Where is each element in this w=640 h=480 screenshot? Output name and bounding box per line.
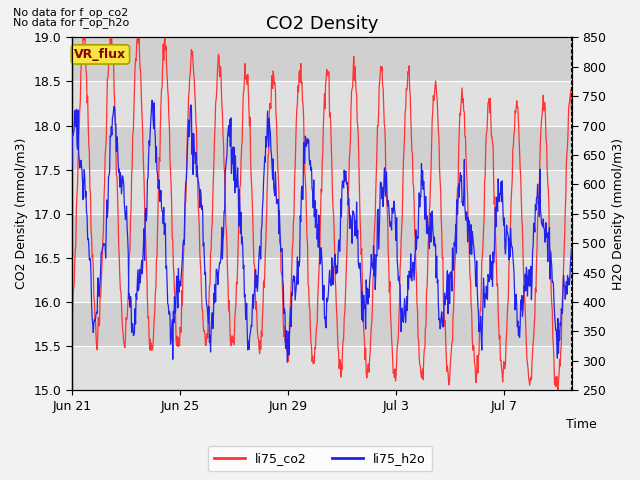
Bar bbox=[72, 346, 572, 390]
Bar bbox=[72, 37, 572, 82]
Text: No data for f_op_co2: No data for f_op_co2 bbox=[13, 7, 128, 18]
Title: CO2 Density: CO2 Density bbox=[266, 15, 378, 33]
Bar bbox=[72, 214, 572, 258]
Bar bbox=[72, 126, 572, 169]
Bar bbox=[72, 169, 572, 214]
Y-axis label: H2O Density (mmol/m3): H2O Density (mmol/m3) bbox=[612, 138, 625, 290]
Bar bbox=[72, 258, 572, 302]
Bar bbox=[72, 82, 572, 126]
Text: No data for f_op_h2o: No data for f_op_h2o bbox=[13, 17, 129, 28]
X-axis label: Time: Time bbox=[566, 419, 597, 432]
Legend: li75_co2, li75_h2o: li75_co2, li75_h2o bbox=[208, 446, 432, 471]
Bar bbox=[72, 302, 572, 346]
Y-axis label: CO2 Density (mmol/m3): CO2 Density (mmol/m3) bbox=[15, 138, 28, 289]
Text: VR_flux: VR_flux bbox=[74, 48, 127, 61]
